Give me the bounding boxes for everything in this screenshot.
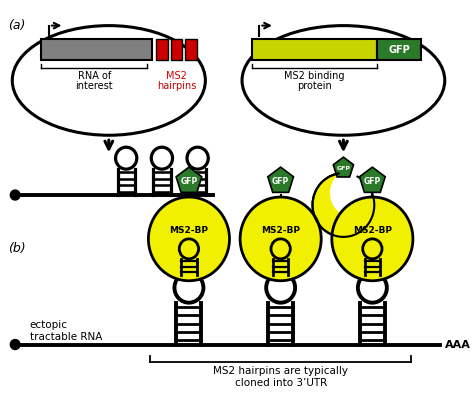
Text: GFP: GFP	[337, 166, 350, 171]
Text: MS2 binding: MS2 binding	[284, 71, 345, 82]
Text: (b): (b)	[9, 242, 26, 255]
Text: MS2-BP: MS2-BP	[169, 227, 209, 235]
Circle shape	[332, 197, 413, 281]
Text: MS2 hairpins are typically: MS2 hairpins are typically	[213, 366, 348, 377]
Text: RNA of: RNA of	[78, 71, 111, 82]
Polygon shape	[333, 157, 354, 177]
Bar	[185, 39, 197, 61]
Text: (a): (a)	[9, 19, 26, 32]
Circle shape	[330, 169, 376, 217]
Circle shape	[148, 197, 229, 281]
Polygon shape	[176, 167, 202, 192]
Text: cloned into 3’UTR: cloned into 3’UTR	[235, 378, 327, 389]
Text: AAA: AAA	[445, 339, 471, 349]
Polygon shape	[268, 167, 293, 192]
Bar	[377, 39, 420, 61]
Text: interest: interest	[75, 82, 113, 91]
Bar	[156, 39, 168, 61]
Text: ectopic: ectopic	[30, 320, 68, 330]
Text: MS2-BP: MS2-BP	[353, 227, 392, 235]
Bar	[171, 39, 182, 61]
Text: MS2-BP: MS2-BP	[261, 227, 300, 235]
Text: GFP: GFP	[364, 177, 381, 185]
Bar	[41, 39, 152, 61]
Circle shape	[240, 197, 321, 281]
Circle shape	[10, 190, 20, 200]
Text: hairpins: hairpins	[157, 82, 196, 91]
Text: tractable RNA: tractable RNA	[30, 332, 102, 342]
Circle shape	[312, 173, 374, 237]
Text: protein: protein	[297, 82, 332, 91]
Text: GFP: GFP	[388, 44, 410, 54]
Circle shape	[10, 339, 20, 349]
Text: GFP: GFP	[180, 177, 198, 185]
Bar	[252, 39, 377, 61]
Text: GFP: GFP	[272, 177, 289, 185]
Text: MS2: MS2	[166, 71, 187, 82]
Polygon shape	[359, 167, 385, 192]
